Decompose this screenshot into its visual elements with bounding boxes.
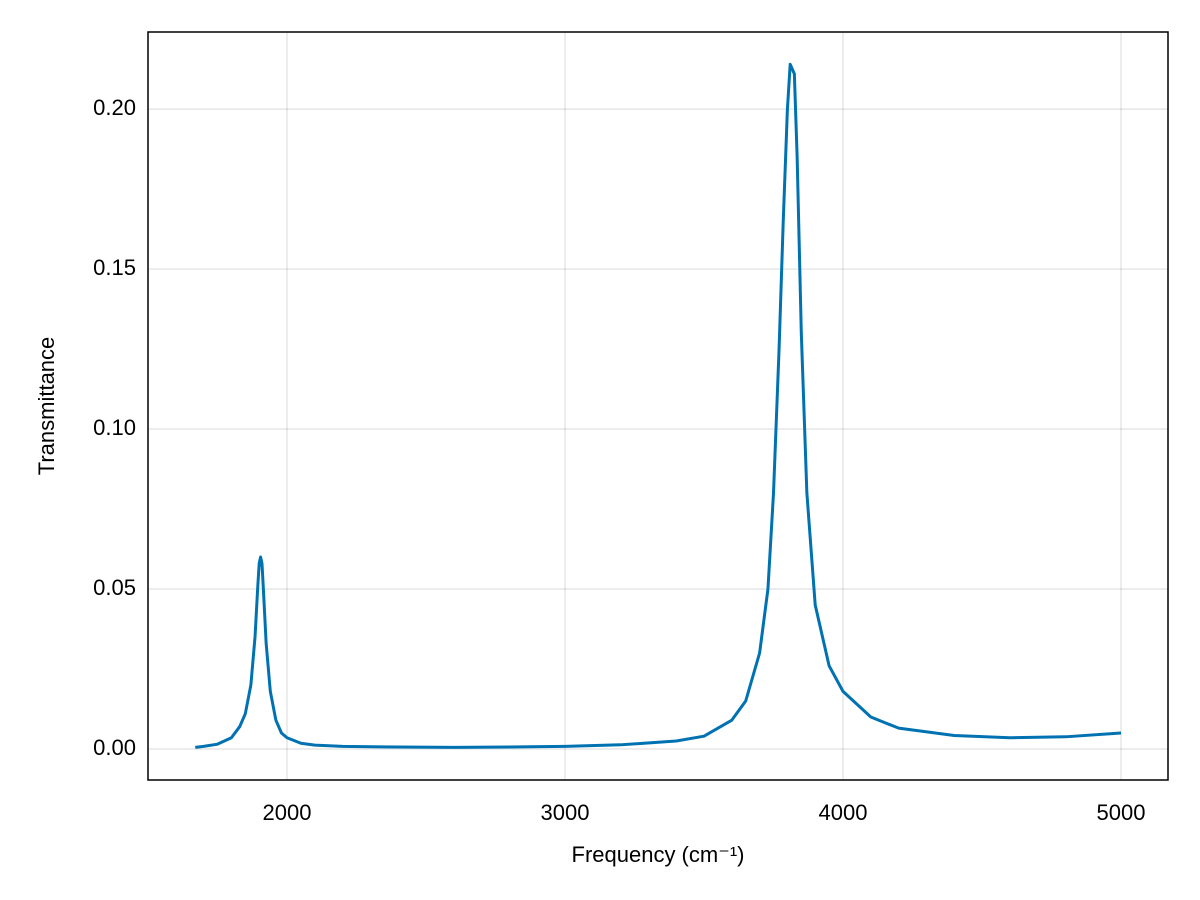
plot-frame [147, 31, 1169, 781]
x-axis-label: Frequency (cm⁻¹) [572, 842, 745, 867]
data-line [195, 62, 1122, 749]
x-tick-label: 3000 [541, 800, 590, 825]
x-tick-label: 2000 [263, 800, 312, 825]
y-tick-label: 0.15 [93, 255, 136, 280]
y-tick-label: 0.00 [93, 735, 136, 760]
x-tick-label: 5000 [1097, 800, 1146, 825]
y-tick-label: 0.10 [93, 415, 136, 440]
y-tick-label: 0.20 [93, 95, 136, 120]
y-tick-label: 0.05 [93, 575, 136, 600]
x-tick-label: 4000 [819, 800, 868, 825]
y-axis-label: Transmittance [34, 337, 59, 476]
